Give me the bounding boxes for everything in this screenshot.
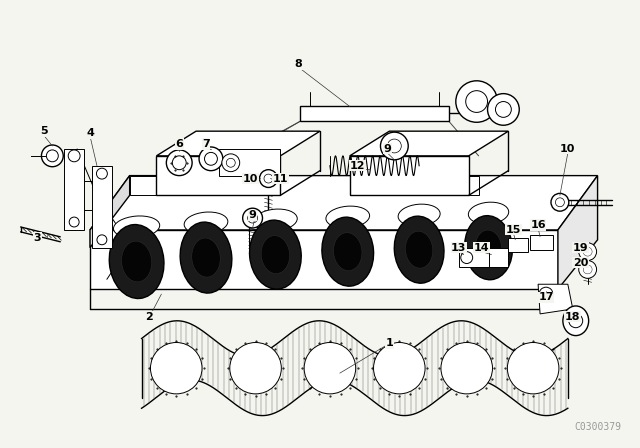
Ellipse shape [406,231,433,268]
Text: 20: 20 [573,258,588,267]
Ellipse shape [461,252,473,263]
Ellipse shape [122,241,152,282]
Text: 9: 9 [383,144,391,154]
Ellipse shape [304,343,356,394]
Ellipse shape [42,145,63,167]
Polygon shape [92,166,112,248]
Ellipse shape [46,150,58,162]
Text: 1: 1 [385,339,393,349]
Ellipse shape [466,90,488,112]
Text: 12: 12 [350,161,365,171]
Ellipse shape [583,247,592,256]
Text: 7: 7 [202,139,210,149]
Ellipse shape [261,236,290,274]
Ellipse shape [166,150,192,176]
Ellipse shape [398,204,440,226]
Ellipse shape [476,230,502,265]
Ellipse shape [387,139,401,153]
Polygon shape [349,156,468,195]
Ellipse shape [227,158,236,167]
Ellipse shape [569,314,582,327]
Ellipse shape [556,198,564,207]
Ellipse shape [322,217,374,286]
Ellipse shape [180,222,232,293]
Ellipse shape [563,306,589,336]
Polygon shape [64,149,84,230]
Polygon shape [156,131,320,156]
Ellipse shape [539,287,553,301]
Ellipse shape [68,150,80,162]
Polygon shape [558,176,598,289]
Text: 17: 17 [538,292,554,302]
Polygon shape [156,156,280,195]
Text: 10: 10 [560,144,575,154]
Ellipse shape [253,209,297,231]
Text: C0300379: C0300379 [574,422,621,432]
Ellipse shape [109,224,164,298]
Ellipse shape [579,261,596,278]
Ellipse shape [230,343,282,394]
Ellipse shape [97,168,108,179]
Polygon shape [349,176,479,195]
Ellipse shape [551,194,569,211]
Text: 15: 15 [506,225,521,235]
Polygon shape [300,107,449,121]
Ellipse shape [250,220,301,289]
Ellipse shape [465,215,513,280]
Polygon shape [90,176,130,248]
Text: 10: 10 [243,173,259,184]
Ellipse shape [488,94,519,125]
Text: 18: 18 [565,312,580,322]
Ellipse shape [205,152,218,165]
Polygon shape [508,238,528,252]
Text: 19: 19 [573,243,589,253]
Text: 9: 9 [249,210,257,220]
Ellipse shape [184,212,228,234]
Ellipse shape [333,233,362,271]
Ellipse shape [394,216,444,283]
Text: 4: 4 [86,128,94,138]
Ellipse shape [374,343,425,394]
Ellipse shape [508,343,559,394]
Text: 3: 3 [34,233,42,243]
Text: 11: 11 [273,173,288,184]
Ellipse shape [222,154,240,172]
Polygon shape [459,248,488,267]
Ellipse shape [441,343,493,394]
Ellipse shape [113,216,160,238]
Ellipse shape [260,170,277,187]
Ellipse shape [468,202,509,224]
Polygon shape [90,230,558,289]
Polygon shape [530,235,553,250]
Ellipse shape [456,81,497,122]
Text: 14: 14 [474,243,490,253]
Polygon shape [349,131,508,156]
Ellipse shape [583,265,592,274]
Ellipse shape [172,156,186,170]
Polygon shape [130,176,241,195]
Polygon shape [538,284,573,314]
Ellipse shape [199,147,223,171]
Text: 2: 2 [146,312,154,322]
Ellipse shape [495,102,511,117]
Ellipse shape [248,213,257,223]
Text: 13: 13 [451,243,467,253]
Ellipse shape [326,206,370,228]
Ellipse shape [69,217,79,227]
Text: 5: 5 [40,126,48,136]
Ellipse shape [97,235,107,245]
Polygon shape [219,149,280,176]
Text: 16: 16 [531,220,546,230]
Text: 8: 8 [294,59,302,69]
Ellipse shape [380,132,408,160]
Ellipse shape [192,238,220,277]
Text: 6: 6 [175,139,183,149]
Ellipse shape [150,343,202,394]
Ellipse shape [579,243,596,261]
Polygon shape [90,176,598,230]
Ellipse shape [264,174,273,183]
Ellipse shape [243,208,262,228]
Polygon shape [488,248,508,267]
